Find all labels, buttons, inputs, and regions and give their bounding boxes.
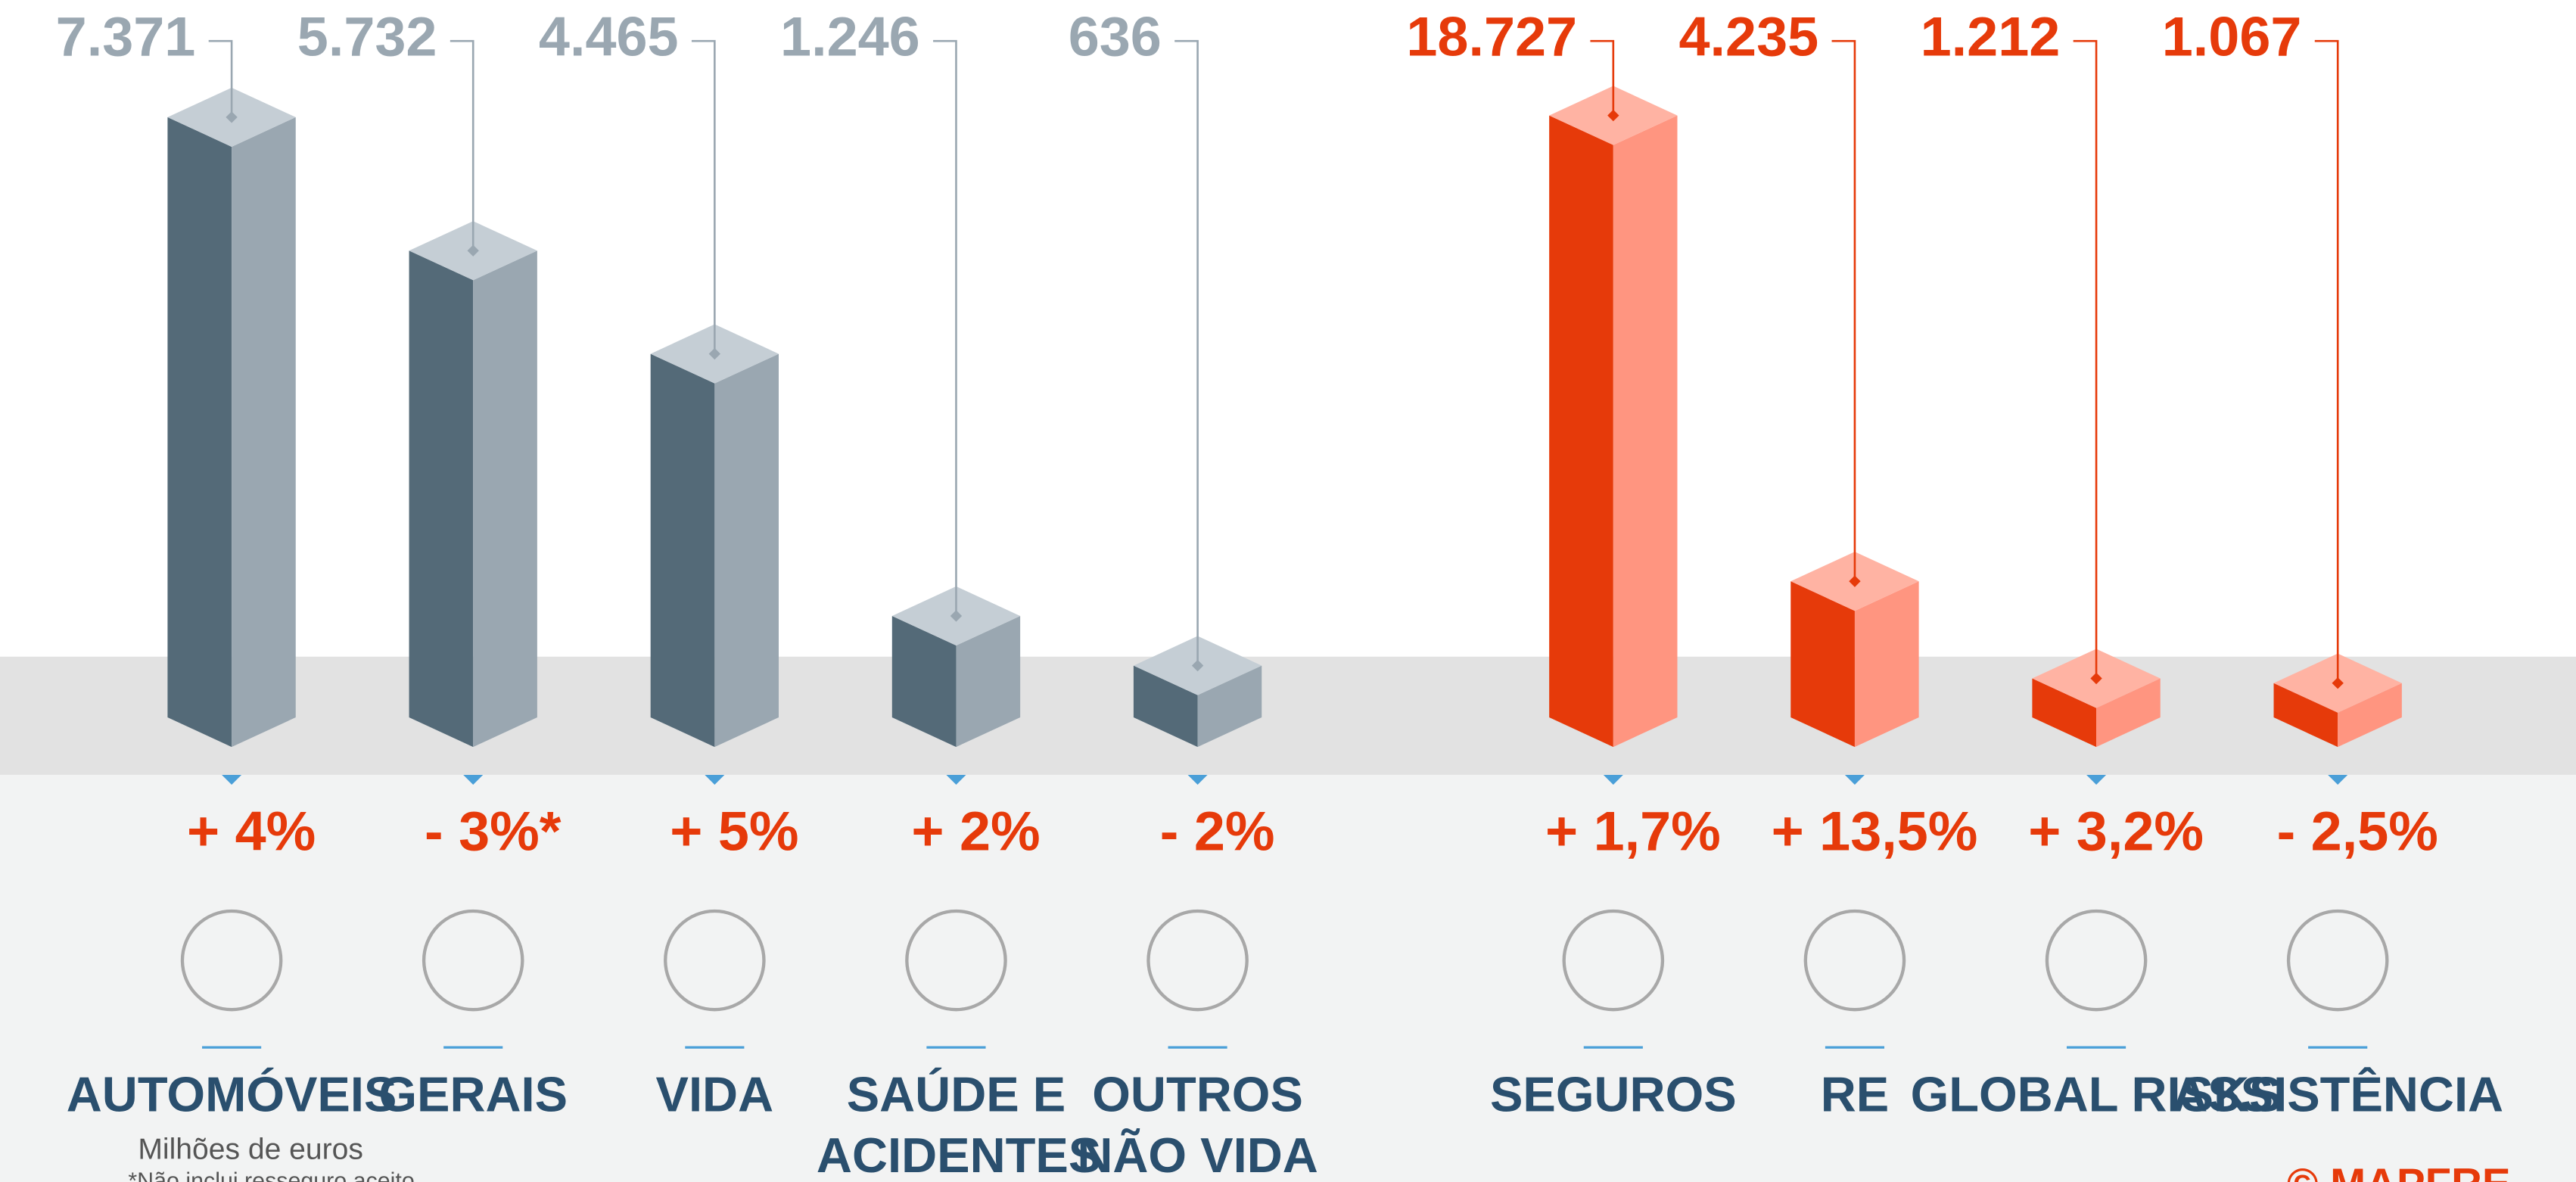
bar-right-face bbox=[956, 615, 1021, 748]
icon bbox=[2286, 909, 2389, 1012]
category-label: ASSISTÊNCIA bbox=[2172, 1068, 2504, 1123]
icon bbox=[180, 909, 283, 1012]
change-label: + 1,7% bbox=[1545, 800, 1721, 863]
bar-right-face bbox=[473, 250, 537, 748]
icon bbox=[664, 909, 766, 1012]
icon bbox=[1562, 909, 1665, 1012]
callout-line bbox=[2314, 39, 2339, 683]
bar-right-face bbox=[2096, 678, 2161, 748]
bar-left-face bbox=[891, 615, 957, 748]
value-label: 4.465 bbox=[539, 5, 679, 68]
change-label: + 2% bbox=[911, 800, 1040, 863]
marker bbox=[1187, 774, 1208, 785]
change-label: + 5% bbox=[670, 800, 798, 863]
bar-right-face bbox=[1613, 115, 1678, 748]
category-label: SEGUROS bbox=[1489, 1068, 1737, 1123]
icon bbox=[1146, 909, 1249, 1012]
category-label: GERAIS bbox=[378, 1068, 568, 1123]
marker bbox=[463, 774, 484, 785]
footnote: *Não inclui resseguro aceito bbox=[128, 1167, 415, 1182]
callout-line bbox=[691, 39, 716, 354]
callout-line bbox=[450, 39, 474, 251]
callout-line bbox=[208, 39, 233, 117]
marker bbox=[1603, 774, 1623, 785]
bar-left-face bbox=[1549, 115, 1613, 748]
callout-dot bbox=[950, 610, 963, 622]
bar-left-face bbox=[1790, 581, 1855, 748]
category-label: GLOBAL RISKS bbox=[1910, 1068, 2282, 1123]
change-label: + 3,2% bbox=[2028, 800, 2204, 863]
bar-right-face bbox=[232, 117, 296, 748]
marker bbox=[946, 774, 966, 785]
value-label: 5.732 bbox=[297, 5, 437, 68]
bar-right-face bbox=[714, 353, 779, 748]
marker bbox=[705, 774, 725, 785]
value-label: 1.212 bbox=[1921, 5, 2061, 68]
bar-left-face bbox=[1133, 665, 1198, 748]
callout-line bbox=[1590, 39, 1615, 116]
band bbox=[0, 656, 2576, 775]
change-label: - 2,5% bbox=[2277, 800, 2438, 863]
change-label: - 3%* bbox=[425, 800, 562, 863]
lower-panel bbox=[0, 774, 2576, 1182]
value-label: 18.727 bbox=[1406, 5, 1577, 68]
icon bbox=[422, 909, 524, 1012]
value-label: 1.246 bbox=[780, 5, 920, 68]
category-label: OUTROS NÃO VIDA bbox=[1077, 1068, 1318, 1182]
category-label: AUTOMÓVEIS bbox=[66, 1068, 397, 1123]
marker bbox=[2086, 774, 2107, 785]
bar-right-face bbox=[2338, 683, 2402, 748]
icon bbox=[1803, 909, 1906, 1012]
value-label: 4.235 bbox=[1679, 5, 1819, 68]
change-label: + 13,5% bbox=[1772, 800, 1978, 863]
bar-left-face bbox=[409, 250, 474, 748]
icon bbox=[905, 909, 1007, 1012]
bar-left-face bbox=[2032, 678, 2097, 748]
value-label: 636 bbox=[1069, 5, 1162, 68]
change-label: - 2% bbox=[1160, 800, 1275, 863]
marker bbox=[2328, 774, 2348, 785]
marker bbox=[1844, 774, 1865, 785]
value-label: 7.371 bbox=[56, 5, 196, 68]
bar-left-face bbox=[2273, 683, 2338, 748]
category-label: SAÚDE E ACIDENTES bbox=[816, 1068, 1102, 1182]
category-label: VIDA bbox=[655, 1068, 774, 1123]
bar-right-face bbox=[1197, 665, 1262, 748]
value-label: 1.067 bbox=[2162, 5, 2302, 68]
callout-line bbox=[2073, 39, 2098, 679]
bar-left-face bbox=[650, 353, 715, 748]
brand: © MAPFRE bbox=[2287, 1159, 2511, 1182]
callout-line bbox=[1831, 39, 1856, 582]
icon bbox=[2045, 909, 2148, 1012]
callout-line bbox=[1174, 39, 1199, 666]
marker bbox=[222, 774, 242, 785]
change-label: + 4% bbox=[187, 800, 316, 863]
bar-left-face bbox=[167, 117, 232, 748]
callout-dot bbox=[1191, 659, 1204, 672]
callout-line bbox=[933, 39, 957, 616]
bar-right-face bbox=[1854, 581, 1919, 748]
unit-note: Milhões de euros bbox=[138, 1132, 363, 1166]
category-label: RE bbox=[1820, 1068, 1890, 1123]
